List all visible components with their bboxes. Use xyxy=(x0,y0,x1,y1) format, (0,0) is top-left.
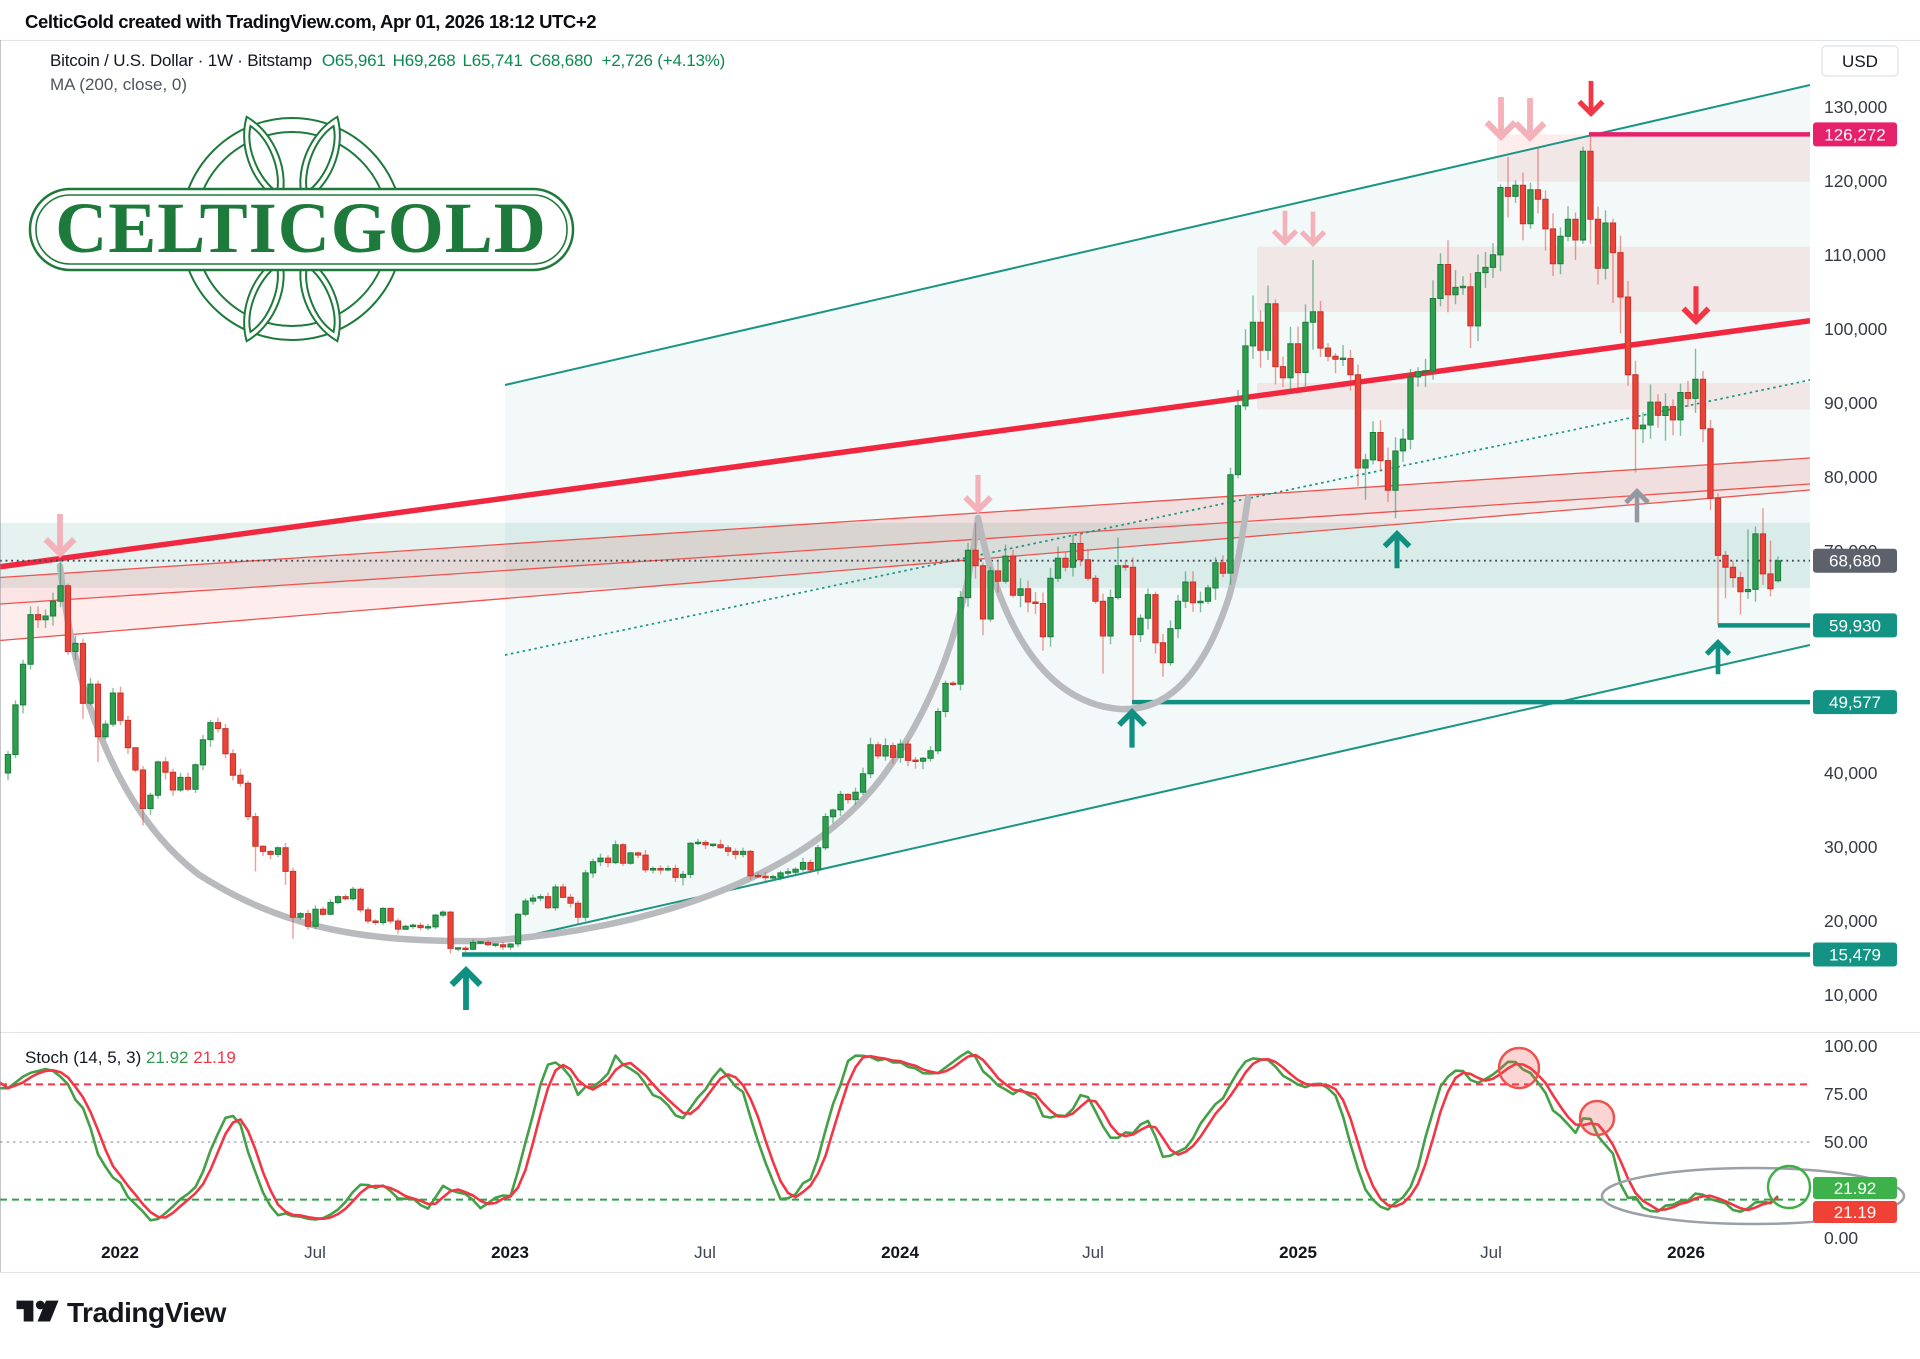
svg-text:80,000: 80,000 xyxy=(1824,467,1878,487)
svg-text:MA (200, close, 0): MA (200, close, 0) xyxy=(50,75,187,94)
svg-text:USD: USD xyxy=(1842,52,1878,71)
svg-text:68,680: 68,680 xyxy=(1829,552,1881,571)
svg-text:2023: 2023 xyxy=(491,1243,529,1262)
svg-text:120,000: 120,000 xyxy=(1824,171,1888,191)
svg-text:Jul: Jul xyxy=(1082,1243,1104,1262)
svg-text:50.00: 50.00 xyxy=(1824,1132,1868,1152)
svg-text:130,000: 130,000 xyxy=(1824,97,1888,117)
svg-text:30,000: 30,000 xyxy=(1824,837,1878,857)
svg-text:20,000: 20,000 xyxy=(1824,911,1878,931)
svg-text:Jul: Jul xyxy=(694,1243,716,1262)
svg-text:0.00: 0.00 xyxy=(1824,1228,1858,1248)
svg-text:10,000: 10,000 xyxy=(1824,985,1878,1005)
svg-text:CelticGold created with Tradin: CelticGold created with TradingView.com,… xyxy=(25,11,596,32)
svg-text:Stoch (14, 5, 3) 21.92 21.19: Stoch (14, 5, 3) 21.92 21.19 xyxy=(25,1048,236,1067)
svg-text:75.00: 75.00 xyxy=(1824,1084,1868,1104)
svg-text:49,577: 49,577 xyxy=(1829,693,1881,712)
svg-text:Jul: Jul xyxy=(1480,1243,1502,1262)
svg-text:100.00: 100.00 xyxy=(1824,1036,1878,1056)
svg-text:2024: 2024 xyxy=(881,1243,919,1262)
svg-text:CELTICGOLD: CELTICGOLD xyxy=(55,188,547,268)
svg-text:126,272: 126,272 xyxy=(1824,125,1885,144)
svg-text:2025: 2025 xyxy=(1279,1243,1317,1262)
svg-text:2022: 2022 xyxy=(101,1243,139,1262)
svg-text:21.19: 21.19 xyxy=(1834,1203,1877,1222)
svg-text:59,930: 59,930 xyxy=(1829,616,1881,635)
svg-text:TradingView: TradingView xyxy=(67,1297,227,1328)
svg-text:15,479: 15,479 xyxy=(1829,946,1881,965)
svg-text:90,000: 90,000 xyxy=(1824,393,1878,413)
svg-text:110,000: 110,000 xyxy=(1824,245,1886,265)
svg-text:100,000: 100,000 xyxy=(1824,319,1888,339)
svg-text:40,000: 40,000 xyxy=(1824,763,1878,783)
svg-text:Jul: Jul xyxy=(304,1243,326,1262)
svg-text:2026: 2026 xyxy=(1667,1243,1705,1262)
svg-text:21.92: 21.92 xyxy=(1834,1179,1877,1198)
